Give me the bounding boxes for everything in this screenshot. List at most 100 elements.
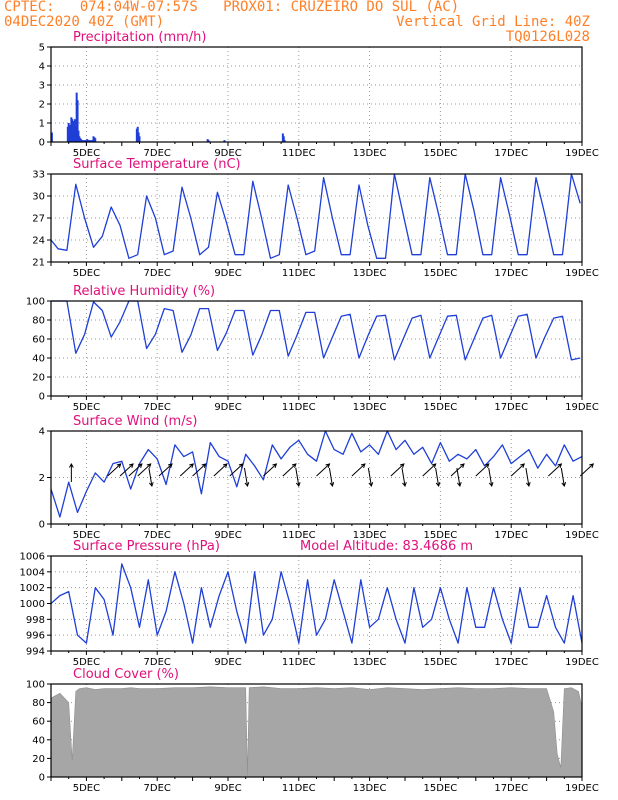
- wind-arrow-head: [459, 463, 465, 468]
- x-tick-label: 13DEC: [353, 783, 387, 794]
- x-tick-label: 7DEC: [144, 268, 171, 279]
- wind-arrow: [488, 467, 493, 487]
- wind-arrow-head: [589, 463, 594, 468]
- panel-title: Surface Temperature (nC): [73, 157, 241, 172]
- x-tick-label: 19DEC: [565, 657, 599, 668]
- y-tick-label: 0: [39, 138, 45, 149]
- y-tick-label: 80: [32, 698, 45, 709]
- wind-arrow: [422, 463, 437, 477]
- wind-arrow: [390, 463, 405, 477]
- series-line: [50, 430, 583, 518]
- wind-arrow: [560, 467, 565, 487]
- y-tick-label: 40: [32, 735, 45, 746]
- y-tick-label: 1002: [20, 583, 45, 594]
- x-tick-label: 15DEC: [424, 657, 458, 668]
- wind-arrow-head: [146, 463, 152, 468]
- y-tick-label: 21: [32, 258, 45, 269]
- x-tick-label: 9DEC: [214, 783, 241, 794]
- precip-bar: [223, 140, 226, 142]
- wind-arrow: [179, 463, 194, 477]
- precip-bar: [84, 140, 87, 142]
- wind-arrow-head: [116, 463, 122, 468]
- y-tick-label: 5: [39, 43, 45, 54]
- x-tick-label: 11DEC: [282, 783, 316, 794]
- y-tick-label: 40: [32, 354, 45, 365]
- wind-arrow: [243, 467, 248, 487]
- wind-arrow-head: [457, 482, 462, 488]
- y-tick-label: 994: [26, 647, 45, 658]
- wind-arrow-head: [431, 463, 437, 468]
- x-tick-label: 9DEC: [214, 268, 241, 279]
- x-tick-label: 19DEC: [565, 148, 599, 159]
- precip-bar: [138, 136, 141, 142]
- series-line: [50, 173, 581, 259]
- precip-bar: [89, 140, 92, 142]
- wind-arrow-head: [244, 482, 250, 488]
- wind-arrow: [282, 463, 297, 477]
- x-tick-label: 15DEC: [424, 530, 458, 541]
- y-tick-label: 100: [26, 680, 45, 691]
- x-tick-label: 19DEC: [565, 530, 599, 541]
- y-tick-label: 998: [26, 615, 45, 626]
- wind-arrow-head: [520, 463, 525, 468]
- wind-arrow-head: [557, 463, 563, 468]
- y-tick-label: 27: [32, 214, 45, 225]
- x-tick-label: 17DEC: [494, 657, 528, 668]
- y-tick-label: 60: [32, 717, 45, 728]
- precip-bar: [88, 140, 91, 142]
- y-tick-label: 996: [26, 631, 45, 642]
- wind-arrow: [137, 463, 152, 477]
- panel-frame: [50, 683, 583, 778]
- x-tick-label: 13DEC: [353, 148, 387, 159]
- x-tick-label: 5DEC: [73, 402, 100, 413]
- wind-arrow: [316, 463, 330, 477]
- panel-background: [51, 301, 582, 396]
- x-tick-label: 15DEC: [424, 268, 458, 279]
- wind-arrow: [510, 463, 525, 477]
- precip-bar: [86, 139, 89, 142]
- header-grid-line: Vertical Grid Line: 40Z: [396, 14, 590, 30]
- y-tick-label: 4: [39, 62, 45, 73]
- wind-arrow: [263, 463, 277, 477]
- y-tick-label: 1004: [20, 567, 45, 578]
- x-tick-label: 15DEC: [424, 402, 458, 413]
- wind-arrow-head: [149, 482, 154, 488]
- x-tick-label: 9DEC: [214, 148, 241, 159]
- precip-bar: [82, 140, 85, 142]
- cloud-cover-area: [50, 686, 583, 778]
- x-tick-label: 19DEC: [565, 402, 599, 413]
- wind-arrow-head: [295, 482, 301, 488]
- panel-title: Cloud Cover (%): [73, 667, 179, 682]
- x-tick-label: 15DEC: [424, 783, 458, 794]
- y-tick-label: 0: [39, 520, 45, 531]
- x-tick-label: 9DEC: [214, 402, 241, 413]
- wind-arrow-head: [488, 482, 494, 488]
- panel-background: [51, 47, 582, 142]
- wind-arrow: [475, 463, 490, 477]
- wind-arrow: [548, 463, 562, 477]
- y-tick-label: 3: [39, 81, 45, 92]
- wind-arrow-head: [291, 463, 297, 468]
- wind-arrow: [128, 463, 143, 477]
- x-tick-label: 19DEC: [565, 783, 599, 794]
- panel-background: [51, 556, 582, 651]
- wind-arrow-head: [368, 482, 374, 488]
- y-tick-label: 30: [32, 192, 45, 203]
- wind-arrow-head: [526, 482, 531, 488]
- y-tick-label: 4: [39, 427, 45, 438]
- x-tick-label: 13DEC: [353, 530, 387, 541]
- panel-frame: [50, 430, 583, 525]
- panel-annotation: Model Altitude: 83.4686 m: [300, 539, 473, 554]
- wind-arrow-head: [329, 482, 335, 488]
- y-tick-label: 20: [32, 754, 45, 765]
- wind-arrow: [525, 467, 530, 487]
- x-tick-label: 7DEC: [144, 148, 171, 159]
- wind-arrow: [213, 463, 228, 477]
- precip-bar: [207, 140, 210, 142]
- wind-arrow: [367, 467, 372, 487]
- x-tick-label: 5DEC: [73, 530, 100, 541]
- wind-arrow: [351, 463, 366, 477]
- x-tick-label: 7DEC: [144, 530, 171, 541]
- x-tick-label: 5DEC: [73, 657, 100, 668]
- wind-arrow: [192, 463, 206, 477]
